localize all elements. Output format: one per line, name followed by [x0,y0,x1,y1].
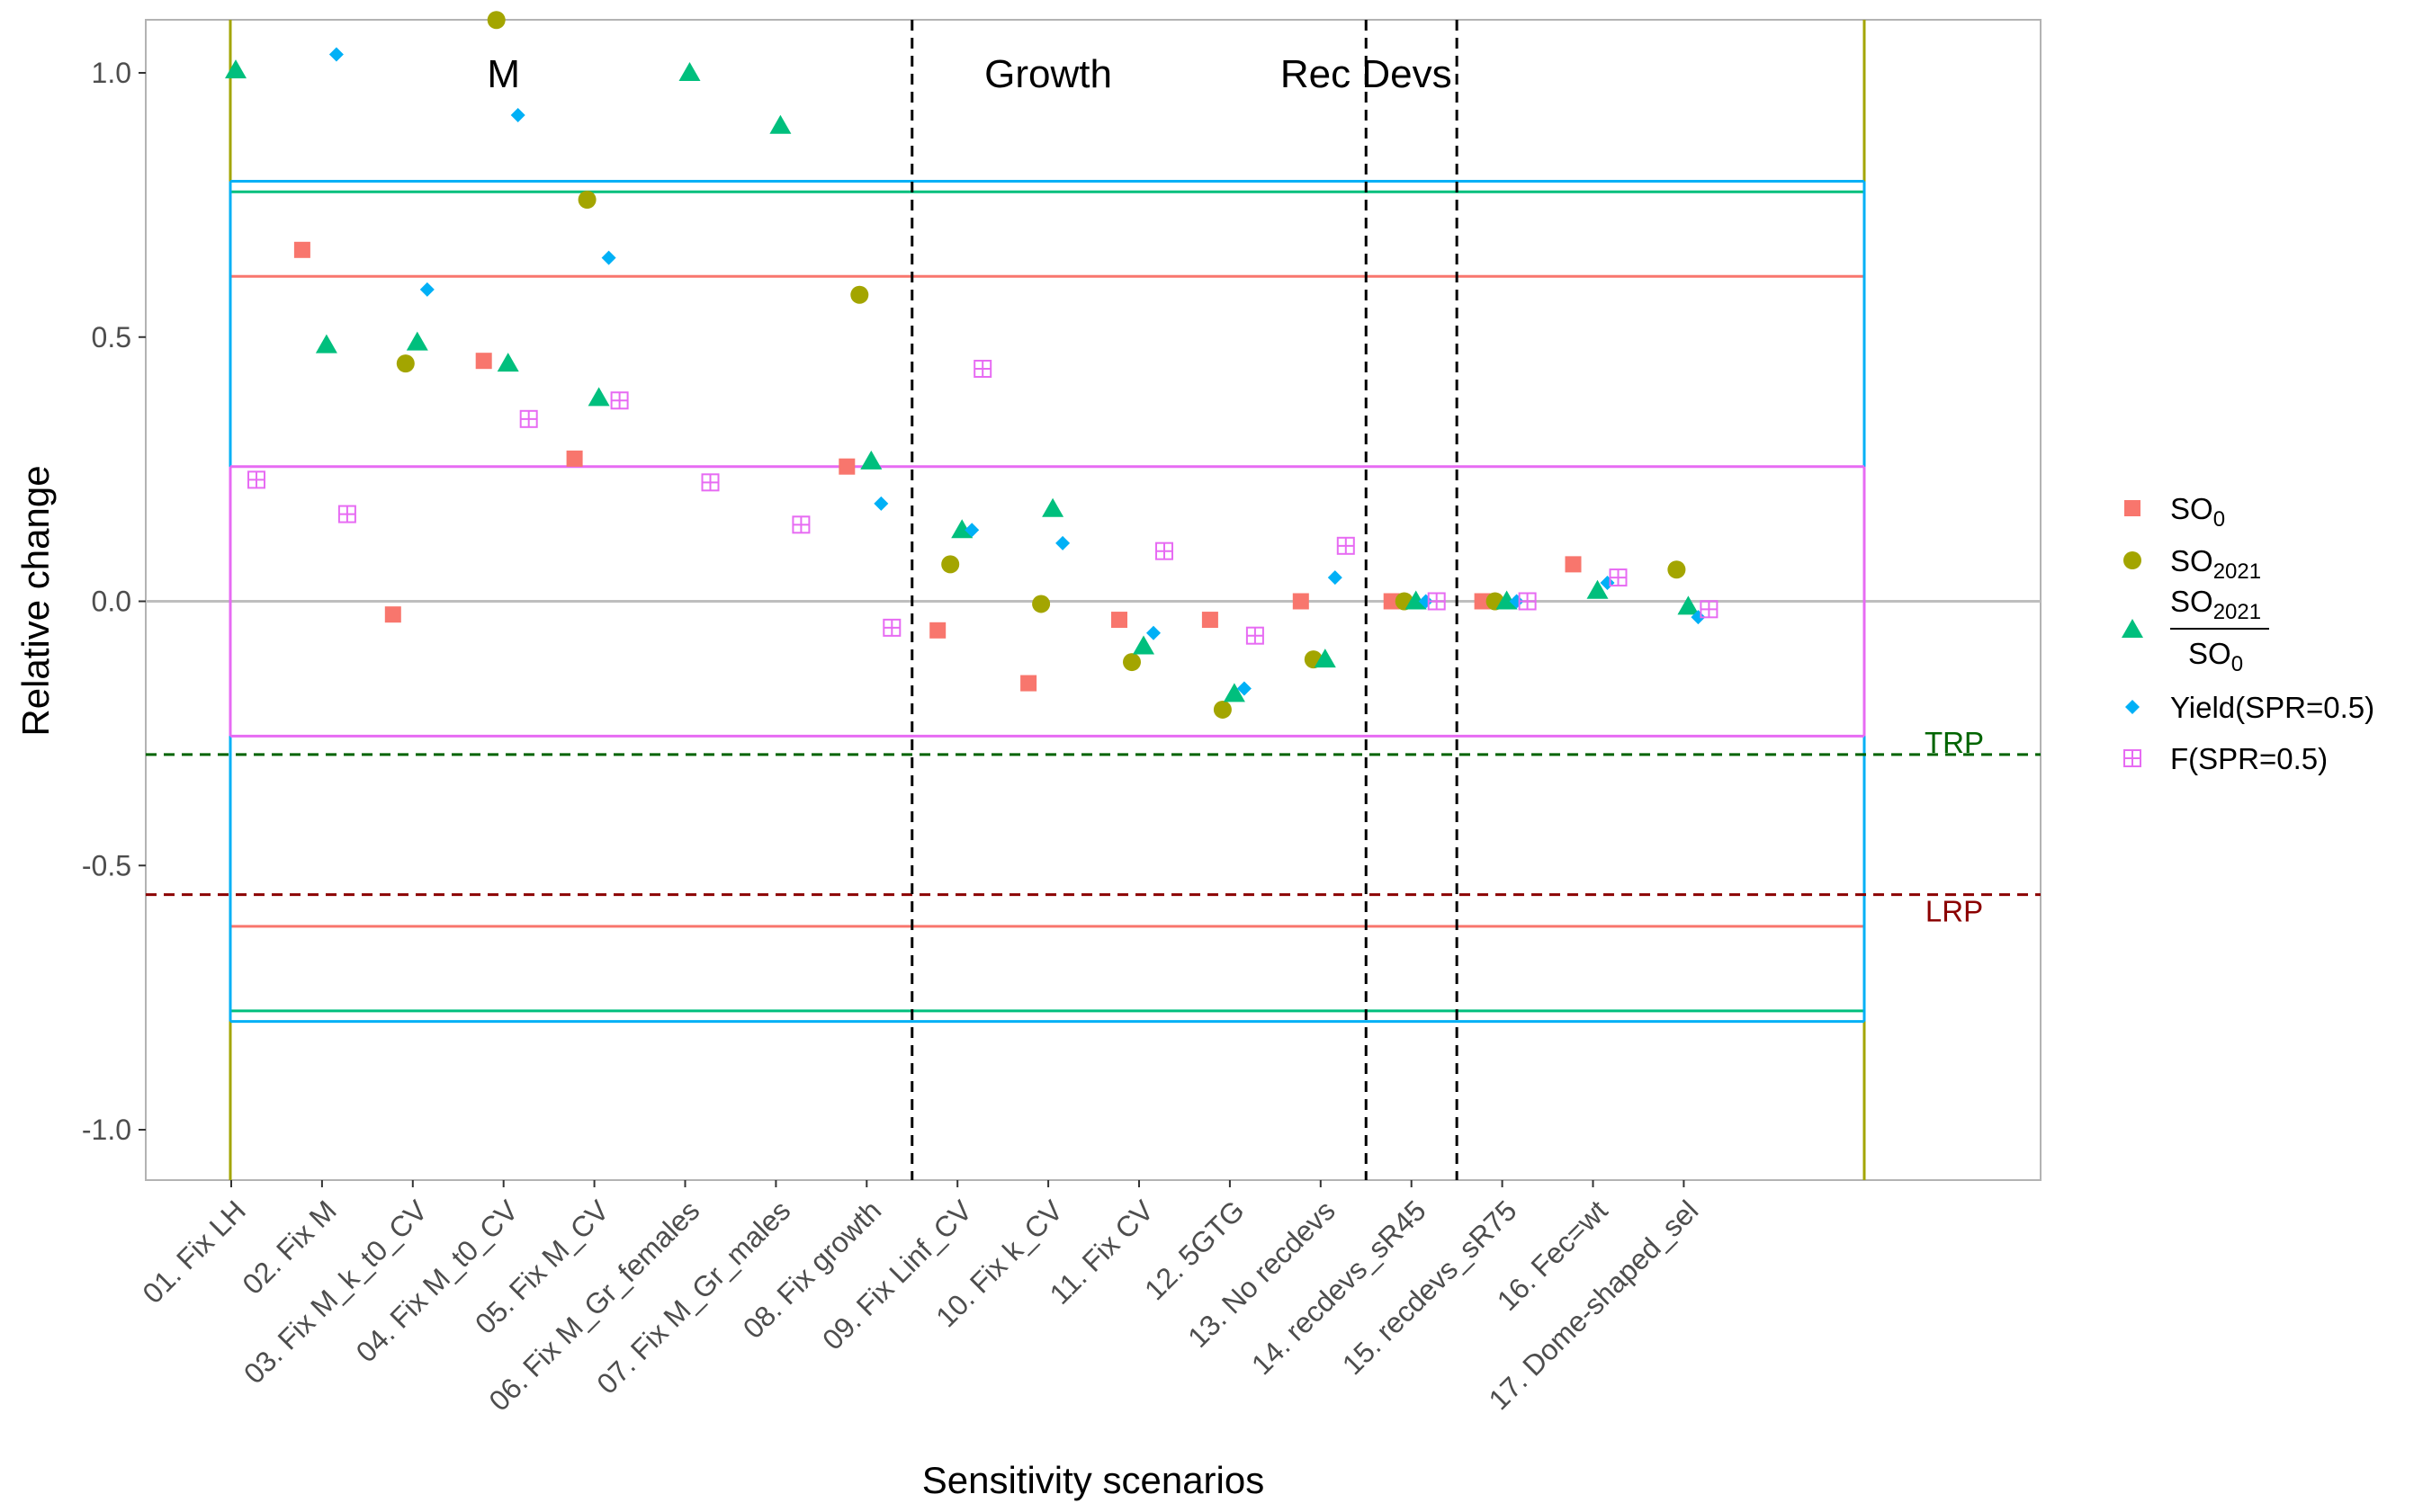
data-point [225,59,247,79]
data-point [588,387,610,407]
data-point [315,334,337,353]
data-point [1213,700,1232,719]
data-point [293,241,310,258]
data-point [1236,681,1252,696]
data-point [1586,579,1609,599]
data-point [1314,649,1336,668]
data-point [1032,595,1051,613]
data-point [951,519,974,539]
data-point [510,108,525,122]
data-point [1336,536,1355,555]
y-axis-title-text: Relative change [14,465,57,736]
data-point [850,285,869,304]
data-point [1223,683,1245,702]
y-tick-label: 0.0 [92,586,131,618]
y-axis-title: Relative change [14,465,57,736]
data-point [566,450,583,467]
reference-label-trp: TRP [1925,726,1984,759]
data-point [1565,556,1582,573]
data-point [1146,625,1161,640]
plot-area: TRP LRP M Growth Rec Devs -1.0 -0.5 0.0 0.5 1.0 01… [82,11,2042,1418]
data-point [1201,612,1218,629]
legend-label: SO0 [2170,492,2225,532]
data-point [1474,593,1491,610]
data-point [1042,497,1064,517]
data-point [1020,675,1037,692]
data-point [1245,626,1264,645]
data-point [1518,592,1537,611]
x-tick-label: 15. recdevs_sR75 [1336,1194,1523,1381]
data-point [1123,653,1141,672]
data-point [519,409,538,428]
y-tick-label: 1.0 [92,57,131,89]
data-point [1677,595,1700,615]
x-tick-label: 01. Fix LH [136,1194,252,1310]
legend-key [2122,619,2143,638]
data-point [860,450,883,470]
data-point [578,191,597,209]
data-point [1155,541,1173,560]
data-point [941,555,960,574]
data-point [328,47,344,62]
data-point [974,360,992,378]
data-point [396,354,415,373]
data-point [1404,590,1427,610]
legend-key [2123,551,2141,569]
data-point [1667,560,1686,579]
data-point [839,458,856,475]
data-point [337,505,356,523]
group-label-growth: Growth [984,52,1112,96]
reference-label-lrp: LRP [1925,895,1983,928]
legend-label: SO2021 [2170,544,2261,584]
legend-label-denominator: SO0 [2188,637,2243,676]
data-point [769,114,792,134]
group-label-m: M [487,52,520,96]
y-tick-label: 0.5 [92,321,131,353]
data-point [487,11,506,30]
data-point [419,282,435,297]
data-point [406,331,428,351]
legend-key [2125,700,2140,714]
data-point [1383,593,1400,610]
x-tick-label: 14. recdevs_sR45 [1245,1194,1432,1381]
data-point [475,353,492,370]
data-point [1700,600,1719,619]
y-tick-label: -1.0 [82,1114,131,1146]
data-point [1111,612,1127,629]
data-point [929,622,947,639]
x-tick-label: 04. Fix M_t0_CV [350,1194,525,1368]
data-point [678,62,701,81]
legend-key [2124,500,2140,516]
data-point [384,606,401,623]
group-label-rec-devs: Rec Devs [1280,52,1452,96]
data-point [610,391,629,410]
y-tick-label: -0.5 [82,849,131,881]
legend-label: F(SPR=0.5) [2170,742,2328,775]
data-point [1495,590,1518,610]
legend-label: Yield(SPR=0.5) [2170,691,2374,724]
legend-key [2123,749,2141,767]
x-axis-title: Sensitivity scenarios [922,1459,1264,1501]
data-point [1609,568,1628,587]
data-point [1327,570,1342,586]
data-point [701,473,720,492]
data-point [874,496,889,511]
data-point [1055,535,1071,550]
data-point [601,250,616,265]
data-point [792,515,811,534]
data-point [1427,592,1446,611]
data-point [1133,635,1154,655]
data-point [965,523,980,538]
data-point [883,618,902,637]
data-point [1292,593,1309,610]
data-point [247,470,265,489]
data-point [497,353,519,372]
legend-label-numerator: SO2021 [2170,585,2261,624]
